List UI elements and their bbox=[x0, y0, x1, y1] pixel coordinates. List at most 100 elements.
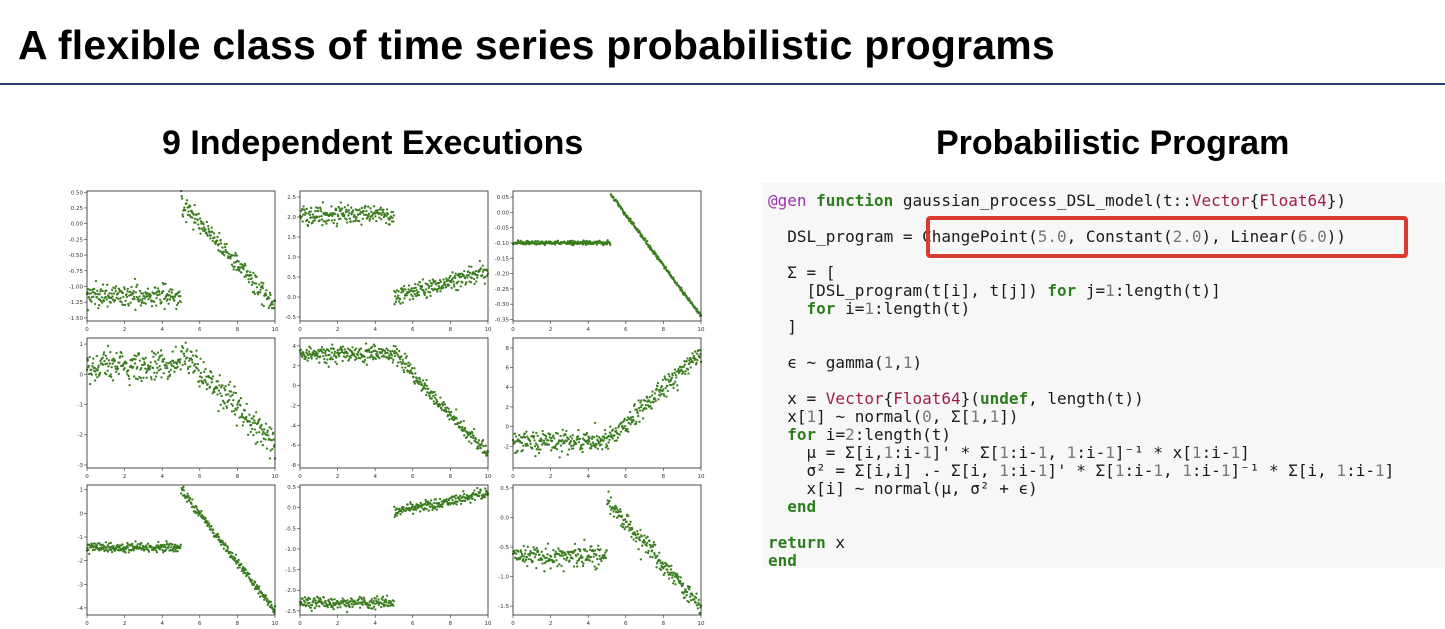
data-point bbox=[533, 439, 536, 442]
data-point bbox=[695, 352, 699, 355]
data-point bbox=[182, 352, 186, 355]
data-point bbox=[513, 441, 516, 445]
data-point bbox=[262, 282, 265, 285]
code-line: end bbox=[768, 498, 816, 516]
data-point bbox=[481, 274, 484, 277]
data-point bbox=[339, 606, 342, 609]
code-token bbox=[768, 497, 787, 516]
data-point bbox=[358, 606, 362, 609]
data-point bbox=[168, 294, 171, 297]
data-point bbox=[116, 367, 120, 370]
data-point bbox=[557, 442, 560, 445]
x-tick-label: 2 bbox=[123, 327, 127, 333]
data-point bbox=[247, 280, 251, 284]
data-point bbox=[601, 448, 604, 451]
y-tick-label: -0.50 bbox=[69, 253, 84, 259]
data-point bbox=[565, 440, 568, 443]
data-point bbox=[319, 355, 322, 358]
data-point bbox=[644, 551, 647, 554]
data-point bbox=[381, 598, 384, 601]
data-point bbox=[603, 436, 606, 440]
data-point bbox=[185, 356, 189, 359]
data-point bbox=[258, 283, 261, 286]
data-point bbox=[307, 220, 311, 224]
data-point bbox=[404, 288, 407, 291]
data-point bbox=[593, 565, 596, 568]
data-point bbox=[681, 582, 685, 585]
data-point bbox=[443, 280, 446, 284]
data-point bbox=[461, 281, 464, 284]
code-token: :i- bbox=[1191, 461, 1221, 480]
data-point bbox=[370, 353, 373, 357]
y-tick-label: -4 bbox=[291, 423, 297, 429]
data-point bbox=[698, 356, 701, 359]
data-point bbox=[350, 598, 354, 601]
y-tick-label: 0.0 bbox=[500, 516, 509, 522]
data-point bbox=[328, 353, 331, 357]
data-point bbox=[196, 362, 199, 366]
data-point bbox=[348, 211, 351, 215]
data-point bbox=[615, 516, 619, 519]
data-point bbox=[94, 279, 98, 283]
x-tick-label: 8 bbox=[662, 474, 666, 480]
data-point bbox=[353, 349, 356, 352]
code-token: 5.0 bbox=[1037, 227, 1067, 246]
data-point bbox=[202, 382, 205, 385]
data-point bbox=[208, 231, 211, 234]
data-point bbox=[619, 524, 623, 527]
data-point bbox=[101, 356, 104, 359]
data-point bbox=[139, 543, 142, 547]
data-point bbox=[402, 506, 405, 509]
data-point bbox=[467, 434, 470, 437]
data-point bbox=[271, 300, 274, 304]
x-tick-label: 0 bbox=[511, 621, 515, 627]
data-point bbox=[382, 208, 385, 211]
data-point bbox=[433, 502, 436, 505]
data-point bbox=[567, 448, 571, 451]
data-point bbox=[380, 213, 383, 217]
data-point bbox=[396, 353, 399, 356]
data-point bbox=[636, 530, 639, 533]
data-point bbox=[672, 579, 676, 582]
data-point bbox=[388, 356, 391, 359]
data-point bbox=[652, 543, 655, 546]
data-point bbox=[305, 604, 308, 607]
data-point bbox=[330, 604, 334, 607]
data-point bbox=[235, 424, 239, 427]
data-point bbox=[319, 207, 322, 211]
data-point bbox=[541, 558, 544, 561]
data-point bbox=[470, 442, 473, 445]
data-point bbox=[635, 408, 638, 411]
data-point bbox=[111, 295, 114, 298]
data-point bbox=[307, 350, 311, 353]
data-point bbox=[304, 601, 307, 604]
y-tick-label: 0.00 bbox=[71, 222, 84, 228]
data-point bbox=[214, 242, 217, 245]
data-point bbox=[401, 301, 404, 304]
data-point bbox=[137, 300, 141, 303]
data-point bbox=[144, 356, 147, 359]
data-point bbox=[619, 510, 622, 513]
data-point bbox=[208, 385, 212, 388]
scatter-plot-1: 0.500.250.00-0.25-0.50-0.75-1.00-1.25-1.… bbox=[69, 189, 279, 333]
data-point bbox=[256, 293, 260, 296]
code-token: :length(t) bbox=[873, 299, 971, 318]
code-token: , bbox=[979, 407, 990, 426]
data-point bbox=[174, 550, 177, 553]
data-point bbox=[156, 351, 160, 354]
data-point bbox=[514, 552, 518, 555]
data-point bbox=[265, 433, 268, 437]
data-point bbox=[392, 344, 395, 348]
code-token: 2 bbox=[845, 425, 855, 444]
code-token: ] ~ normal( bbox=[816, 407, 923, 426]
data-point bbox=[432, 400, 435, 403]
data-point bbox=[191, 361, 194, 364]
data-point bbox=[219, 392, 222, 395]
data-point bbox=[445, 498, 448, 501]
data-point bbox=[176, 365, 179, 369]
data-point bbox=[114, 367, 117, 370]
data-point bbox=[136, 543, 139, 546]
data-point bbox=[193, 362, 197, 366]
data-point bbox=[110, 366, 113, 369]
data-point bbox=[384, 212, 387, 215]
